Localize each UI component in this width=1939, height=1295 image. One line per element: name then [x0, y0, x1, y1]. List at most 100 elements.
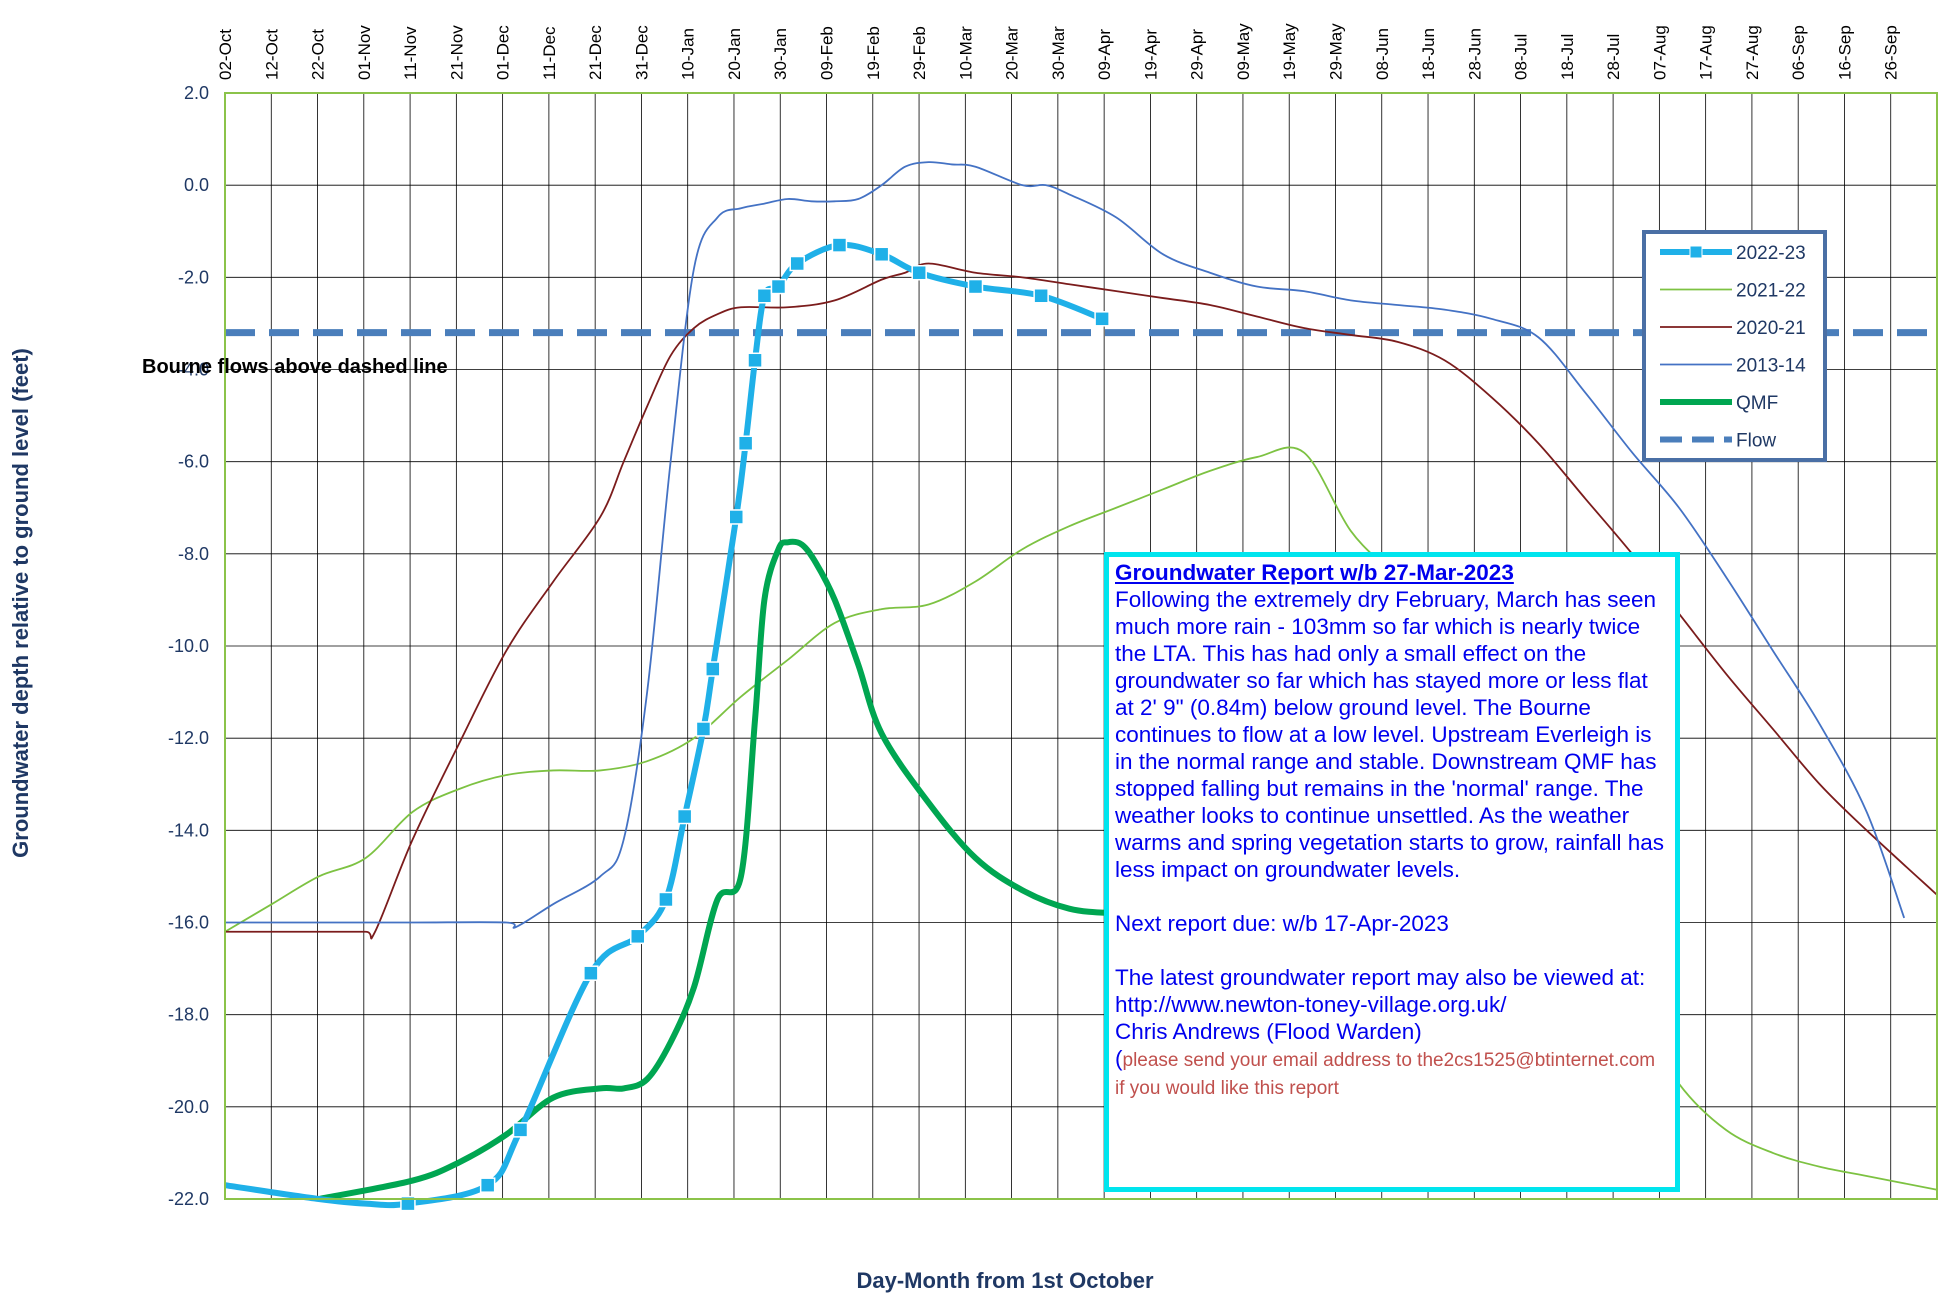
series-line-2013-14	[224, 161, 1906, 929]
data-point-2022-23	[737, 435, 754, 451]
x-tick-label: 18-Jul	[1558, 34, 1577, 80]
data-point-2022-23	[1033, 288, 1049, 304]
data-point-2022-23	[512, 1122, 529, 1138]
data-point-2022-23	[658, 891, 674, 908]
data-point-2022-23	[705, 661, 721, 677]
data-point-2022-23	[911, 264, 927, 281]
y-tick-label: -12.0	[168, 728, 209, 748]
x-tick-label: 28-Jul	[1604, 34, 1623, 80]
report-author: Chris Andrews (Flood Warden)	[1115, 1019, 1422, 1044]
report-body: Following the extremely dry February, Ma…	[1115, 587, 1665, 882]
series-lines	[224, 161, 1938, 1212]
x-tick-label: 19-May	[1280, 23, 1299, 80]
y-tick-label: -16.0	[168, 913, 209, 933]
legend-label-2013-14: 2013-14	[1736, 356, 1806, 377]
report-box: Groundwater Report w/b 27-Mar-2023 Follo…	[1104, 552, 1680, 1192]
data-point-2022-23	[873, 246, 890, 263]
x-tick-label: 09-Feb	[818, 26, 837, 80]
x-tick-label: 21-Nov	[447, 25, 466, 80]
plot-border	[224, 92, 1938, 1200]
series-line-2021-22	[224, 446, 1938, 1191]
spacer	[1115, 883, 1669, 910]
y-tick-label: 2.0	[184, 83, 209, 103]
x-axis-title: Day-Month from 1st October	[856, 1268, 1153, 1293]
legend-label-2020-21: 2020-21	[1736, 318, 1806, 339]
y-axis-ticks: 2.0 0.0 -2.0 -4.0 -6.0 -8.0 -10.0 -12.0 -14.0 -16…	[168, 83, 209, 1209]
y-tick-label: -6.0	[178, 452, 209, 472]
data-point-2022-23	[831, 237, 848, 253]
data-point-2022-23	[630, 928, 646, 945]
spacer	[1115, 937, 1669, 964]
report-email-note: please send your email address to the2cs…	[1115, 1050, 1656, 1099]
data-point-2022-23	[676, 808, 693, 825]
y-axis-title: Groundwater depth relative to ground lev…	[8, 348, 33, 858]
x-tick-label: 22-Oct	[309, 29, 328, 80]
series-line-QMF	[318, 538, 1257, 1202]
x-tick-label: 27-Aug	[1743, 25, 1762, 80]
x-tick-label: 02-Oct	[216, 29, 235, 80]
data-point-2022-23	[967, 278, 984, 295]
x-tick-label: 08-Jul	[1512, 34, 1531, 80]
legend-label-2022-23: 2022-23	[1736, 243, 1806, 264]
legend-label-Flow: Flow	[1736, 431, 1776, 452]
report-title: Groundwater Report w/b 27-Mar-2023	[1115, 560, 1514, 585]
data-point-2022-23	[728, 509, 745, 525]
series-line-2020-21	[225, 262, 1938, 940]
x-tick-label: 21-Dec	[586, 25, 605, 80]
data-point-2022-23	[770, 278, 787, 295]
y-tick-label: -8.0	[178, 544, 209, 564]
x-tick-label: 10-Jan	[679, 28, 698, 80]
x-tick-label: 29-Apr	[1188, 29, 1207, 80]
x-tick-label: 09-Apr	[1095, 29, 1114, 80]
x-tick-label: 19-Feb	[864, 26, 883, 80]
y-tick-label: -2.0	[178, 267, 209, 287]
y-tick-label: -22.0	[168, 1189, 209, 1209]
data-point-2022-23	[695, 721, 712, 737]
y-tick-label: -18.0	[168, 1005, 209, 1025]
y-tick-label: -14.0	[168, 820, 209, 840]
legend-label-QMF: QMF	[1736, 393, 1778, 414]
data-point-2022-23	[756, 288, 773, 304]
x-tick-label: 12-Oct	[262, 29, 281, 80]
x-tick-label: 07-Aug	[1650, 25, 1669, 80]
x-tick-label: 11-Dec	[540, 26, 559, 80]
data-point-2022-23	[747, 352, 763, 369]
data-point-2022-23	[789, 255, 805, 272]
data-point-2022-23	[400, 1195, 416, 1212]
x-tick-label: 01-Dec	[494, 25, 513, 80]
x-tick-label: 20-Jan	[725, 28, 744, 80]
x-tick-label: 08-Jun	[1373, 28, 1392, 80]
y-tick-label: 0.0	[184, 175, 209, 195]
x-tick-label: 30-Jan	[771, 28, 790, 80]
x-tick-label: 06-Sep	[1789, 25, 1808, 80]
flow-annotation: Bourne flows above dashed line	[142, 356, 448, 378]
legend: 2022-23 2021-22 2020-21 2013-14 QMF Flow	[1642, 230, 1827, 462]
y-tick-label: -20.0	[168, 1097, 209, 1117]
x-tick-label: 16-Sep	[1835, 25, 1854, 80]
data-point-2022-23	[583, 965, 599, 981]
x-tick-label: 09-May	[1234, 23, 1253, 80]
x-tick-label: 18-Jun	[1419, 28, 1438, 80]
report-paren: (	[1115, 1046, 1123, 1071]
legend-label-2021-22: 2021-22	[1736, 281, 1806, 302]
report-next-due: Next report due: w/b 17-Apr-2023	[1115, 911, 1449, 936]
data-point-2022-23	[479, 1177, 496, 1193]
x-tick-label: 17-Aug	[1697, 25, 1716, 80]
x-tick-label: 31-Dec	[632, 25, 651, 80]
x-tick-label: 01-Nov	[355, 25, 374, 80]
y-tick-label: -4.0	[178, 360, 209, 380]
x-tick-label: 20-Mar	[1003, 26, 1022, 80]
legend-box	[1642, 230, 1827, 462]
data-point-2022-23	[1094, 311, 1110, 327]
x-tick-label: 26-Sep	[1882, 25, 1901, 80]
y-tick-label: -10.0	[168, 636, 209, 656]
x-tick-label: 10-Mar	[956, 26, 975, 80]
x-tick-label: 19-Apr	[1141, 29, 1160, 80]
x-tick-label: 11-Nov	[401, 26, 420, 80]
x-tick-label: 29-May	[1326, 23, 1345, 80]
x-tick-label: 30-Mar	[1049, 26, 1068, 80]
x-tick-label: 29-Feb	[910, 26, 929, 80]
report-latest-link: The latest groundwater report may also b…	[1115, 965, 1646, 1017]
legend-marker	[1689, 245, 1703, 259]
